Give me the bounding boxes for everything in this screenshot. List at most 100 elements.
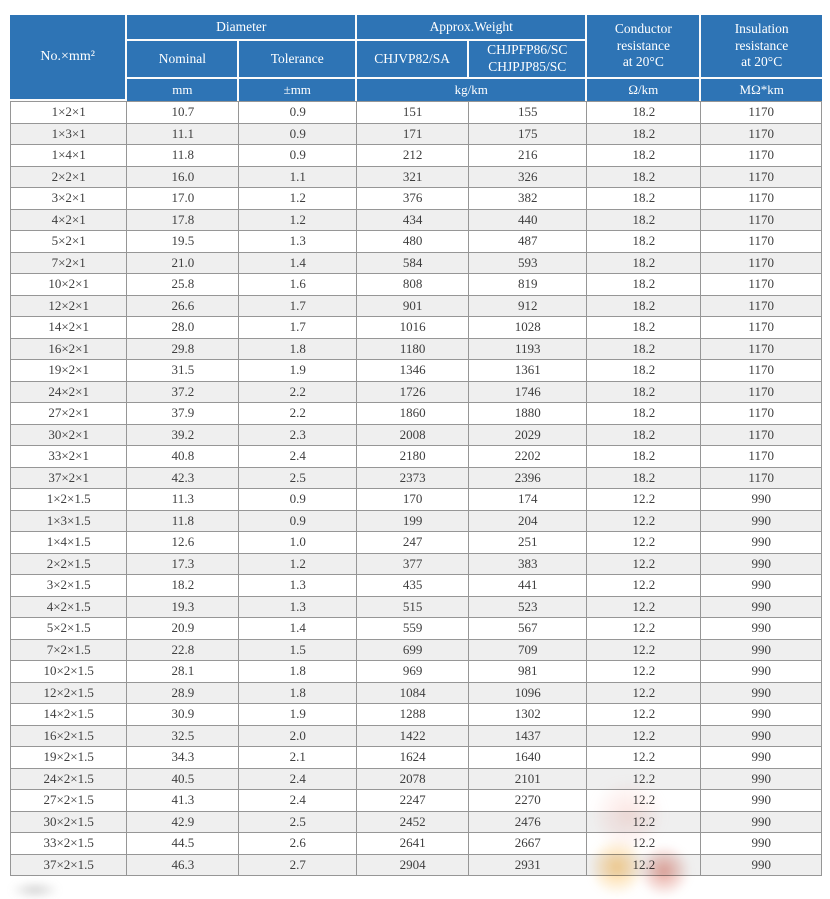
cell-nominal-mm: 10.7 <box>127 101 240 124</box>
cell-conductor-resistance: 18.2 <box>587 209 702 231</box>
cell-insulation-resistance: 1170 <box>701 252 822 274</box>
header-no-mm2: No.×mm² <box>10 15 128 101</box>
table-row: 10×2×1.5 28.1 1.8 969 981 12.2 990 <box>10 661 822 683</box>
cell-no-mm2: 1×2×1 <box>10 101 128 124</box>
cell-weight-chjvp82-sa: 199 <box>357 510 470 532</box>
cell-weight-chjpfp86-chjpjp85: 2101 <box>469 768 588 790</box>
cell-weight-chjvp82-sa: 377 <box>357 553 470 575</box>
cell-no-mm2: 7×2×1.5 <box>10 639 128 661</box>
cell-no-mm2: 1×4×1 <box>10 145 128 167</box>
table-row: 30×2×1.5 42.9 2.5 2452 2476 12.2 990 <box>10 811 822 833</box>
cell-weight-chjvp82-sa: 2008 <box>357 424 470 446</box>
cell-no-mm2: 24×2×1.5 <box>10 768 128 790</box>
cell-weight-chjpfp86-chjpjp85: 1880 <box>469 403 588 425</box>
cell-no-mm2: 2×2×1.5 <box>10 553 128 575</box>
cell-nominal-mm: 17.0 <box>127 188 240 210</box>
cell-no-mm2: 1×4×1.5 <box>10 532 128 554</box>
cell-insulation-resistance: 990 <box>701 639 822 661</box>
cell-weight-chjvp82-sa: 2452 <box>357 811 470 833</box>
cell-weight-chjpfp86-chjpjp85: 523 <box>469 596 588 618</box>
cell-weight-chjpfp86-chjpjp85: 593 <box>469 252 588 274</box>
cell-weight-chjvp82-sa: 376 <box>357 188 470 210</box>
cell-conductor-resistance: 12.2 <box>587 790 702 812</box>
cell-weight-chjvp82-sa: 515 <box>357 596 470 618</box>
cell-insulation-resistance: 1170 <box>701 166 822 188</box>
cell-weight-chjvp82-sa: 559 <box>357 618 470 640</box>
header-sub-row: Nominal Tolerance CHJVP82/SA CHJPFP86/SC… <box>10 41 822 79</box>
cell-nominal-mm: 41.3 <box>127 790 240 812</box>
table-row: 12×2×1 26.6 1.7 901 912 18.2 1170 <box>10 295 822 317</box>
cell-tolerance-mm: 2.4 <box>239 790 358 812</box>
cell-weight-chjpfp86-chjpjp85: 709 <box>469 639 588 661</box>
cell-no-mm2: 14×2×1.5 <box>10 704 128 726</box>
cell-weight-chjpfp86-chjpjp85: 912 <box>469 295 588 317</box>
cell-weight-chjvp82-sa: 1180 <box>357 338 470 360</box>
cell-nominal-mm: 31.5 <box>127 360 240 382</box>
cell-weight-chjvp82-sa: 434 <box>357 209 470 231</box>
cell-weight-chjvp82-sa: 901 <box>357 295 470 317</box>
cell-no-mm2: 27×2×1.5 <box>10 790 128 812</box>
cell-weight-chjpfp86-chjpjp85: 1746 <box>469 381 588 403</box>
cell-tolerance-mm: 1.8 <box>239 338 358 360</box>
cell-insulation-resistance: 990 <box>701 682 822 704</box>
cell-weight-chjpfp86-chjpjp85: 487 <box>469 231 588 253</box>
cable-spec-table: No.×mm² Diameter Approx.Weight Conductor… <box>10 15 822 876</box>
cell-tolerance-mm: 1.1 <box>239 166 358 188</box>
cell-no-mm2: 37×2×1.5 <box>10 854 128 876</box>
cell-conductor-resistance: 18.2 <box>587 317 702 339</box>
cell-tolerance-mm: 1.9 <box>239 704 358 726</box>
cell-weight-chjpfp86-chjpjp85: 2029 <box>469 424 588 446</box>
cell-conductor-resistance: 18.2 <box>587 295 702 317</box>
unit-insulation: MΩ*km <box>701 79 822 101</box>
cell-no-mm2: 5×2×1 <box>10 231 128 253</box>
cell-weight-chjvp82-sa: 2641 <box>357 833 470 855</box>
header-nominal: Nominal <box>127 41 240 79</box>
cell-no-mm2: 19×2×1 <box>10 360 128 382</box>
cell-insulation-resistance: 1170 <box>701 231 822 253</box>
cell-nominal-mm: 40.8 <box>127 446 240 468</box>
table-row: 37×2×1 42.3 2.5 2373 2396 18.2 1170 <box>10 467 822 489</box>
table-row: 1×4×1 11.8 0.9 212 216 18.2 1170 <box>10 145 822 167</box>
cell-nominal-mm: 42.3 <box>127 467 240 489</box>
cell-weight-chjpfp86-chjpjp85: 441 <box>469 575 588 597</box>
cell-conductor-resistance: 12.2 <box>587 661 702 683</box>
cell-insulation-resistance: 990 <box>701 725 822 747</box>
cell-tolerance-mm: 0.9 <box>239 510 358 532</box>
cell-insulation-resistance: 990 <box>701 489 822 511</box>
table-row: 5×2×1 19.5 1.3 480 487 18.2 1170 <box>10 231 822 253</box>
cell-conductor-resistance: 18.2 <box>587 274 702 296</box>
cell-no-mm2: 33×2×1 <box>10 446 128 468</box>
table-row: 7×2×1.5 22.8 1.5 699 709 12.2 990 <box>10 639 822 661</box>
unit-conductor: Ω/km <box>587 79 702 101</box>
table-row: 2×2×1.5 17.3 1.2 377 383 12.2 990 <box>10 553 822 575</box>
cell-weight-chjvp82-sa: 480 <box>357 231 470 253</box>
cell-conductor-resistance: 12.2 <box>587 682 702 704</box>
cell-weight-chjvp82-sa: 321 <box>357 166 470 188</box>
cell-nominal-mm: 16.0 <box>127 166 240 188</box>
cell-no-mm2: 4×2×1.5 <box>10 596 128 618</box>
cell-conductor-resistance: 12.2 <box>587 489 702 511</box>
table-row: 5×2×1.5 20.9 1.4 559 567 12.2 990 <box>10 618 822 640</box>
cell-conductor-resistance: 18.2 <box>587 424 702 446</box>
cell-tolerance-mm: 1.3 <box>239 596 358 618</box>
cell-insulation-resistance: 990 <box>701 596 822 618</box>
table-row: 19×2×1.5 34.3 2.1 1624 1640 12.2 990 <box>10 747 822 769</box>
cell-weight-chjvp82-sa: 151 <box>357 101 470 124</box>
header-insulation-resistance: Insulation resistance at 20°C <box>701 15 822 79</box>
cell-conductor-resistance: 18.2 <box>587 403 702 425</box>
cell-weight-chjvp82-sa: 808 <box>357 274 470 296</box>
cell-weight-chjvp82-sa: 1288 <box>357 704 470 726</box>
cell-weight-chjpfp86-chjpjp85: 326 <box>469 166 588 188</box>
cell-conductor-resistance: 18.2 <box>587 338 702 360</box>
cell-insulation-resistance: 1170 <box>701 188 822 210</box>
cell-conductor-resistance: 12.2 <box>587 747 702 769</box>
cell-weight-chjvp82-sa: 1084 <box>357 682 470 704</box>
cell-weight-chjpfp86-chjpjp85: 1028 <box>469 317 588 339</box>
cell-weight-chjvp82-sa: 1860 <box>357 403 470 425</box>
cell-weight-chjvp82-sa: 1726 <box>357 381 470 403</box>
cell-nominal-mm: 18.2 <box>127 575 240 597</box>
cell-tolerance-mm: 1.7 <box>239 317 358 339</box>
cell-conductor-resistance: 12.2 <box>587 833 702 855</box>
cell-weight-chjpfp86-chjpjp85: 2396 <box>469 467 588 489</box>
cell-weight-chjvp82-sa: 435 <box>357 575 470 597</box>
